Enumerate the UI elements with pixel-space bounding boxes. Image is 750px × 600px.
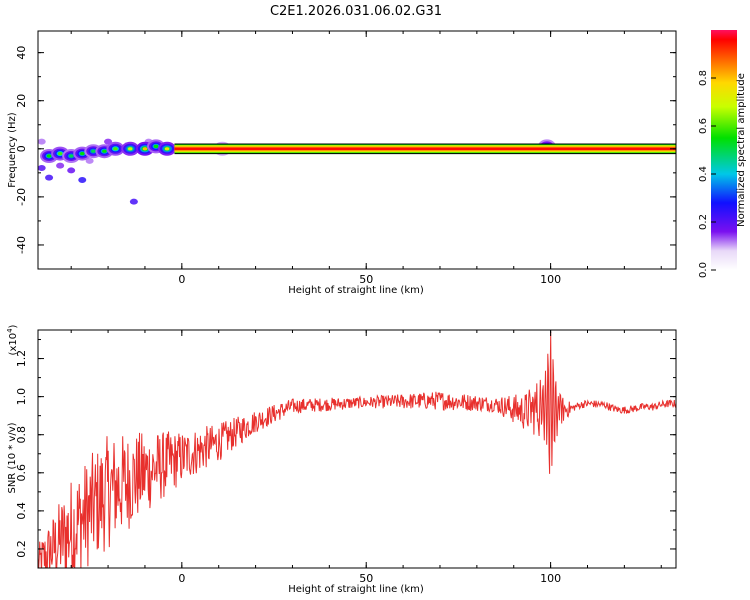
snr-y-exponent: (x104) (6, 324, 19, 355)
spectral-ridge-band (174, 147, 676, 151)
y-tick-label: 20 (15, 94, 28, 108)
spectral-blob (142, 147, 148, 151)
y-tick-label: 0.8 (15, 426, 28, 444)
snr-y-exponent-base: (x10 (8, 333, 19, 356)
spectral-noise-patch (45, 174, 54, 181)
spectral-blob (57, 152, 63, 156)
spectrogram-ylabel: Frequency (Hz) (7, 112, 18, 188)
x-tick-label: 0 (178, 273, 185, 286)
colorbar-tick-label: 0.6 (698, 118, 709, 134)
snr-ticks: 0 50 100 0.2 0.4 0.6 0.8 1.0 1.2 (15, 330, 676, 585)
spectral-blob (68, 154, 74, 158)
y-tick-label: 0 (15, 145, 28, 152)
spectrogram-panel: 0 50 100 40 20 0 -20 -40 Height of straight lin… (7, 30, 677, 296)
x-tick-label: 50 (359, 572, 373, 585)
colorbar-gradient (711, 30, 737, 270)
snr-ylabel: SNR (10 * v/v) (7, 422, 18, 493)
spectral-blob (46, 154, 52, 158)
spectrogram-plot-area (38, 138, 676, 205)
spectral-noise-patch (56, 162, 65, 169)
colorbar-tick-label: 0.0 (698, 262, 709, 278)
spectral-blob (153, 144, 159, 148)
x-tick-label: 0 (178, 572, 185, 585)
colorbar-label: Normalized spectral amplitude (736, 73, 747, 227)
spectral-noise-patch (38, 138, 46, 145)
snr-frame (37, 329, 677, 569)
y-tick-label: 40 (15, 46, 28, 60)
spectrogram-xlabel: Height of straight line (km) (288, 285, 424, 296)
snr-xlabel: Height of straight line (km) (288, 584, 424, 595)
spectrogram-frame (37, 30, 677, 270)
snr-panel: 0 50 100 0.2 0.4 0.6 0.8 1.0 1.2 Height of strai… (6, 324, 677, 595)
colorbar-tick-label: 0.4 (698, 166, 709, 182)
y-tick-label: 1.2 (15, 350, 28, 368)
snr-y-exponent-power: 4 (6, 328, 14, 333)
chart-title: C2E1.2026.031.06.02.G31 (270, 4, 442, 19)
snr-line (38, 331, 676, 568)
x-tick-label: 50 (359, 273, 373, 286)
y-tick-label: 0.4 (15, 502, 28, 520)
spectral-blob (102, 149, 107, 153)
snr-y-exponent-close: ) (8, 324, 19, 328)
spectral-blob (91, 149, 96, 153)
spectral-blob (80, 152, 85, 156)
spectrogram-ticks: 0 50 100 40 20 0 -20 -40 (15, 31, 676, 286)
spectral-blob (164, 147, 170, 151)
y-tick-label: 0.2 (15, 540, 28, 558)
colorbar-ticks: 0.0 0.2 0.4 0.6 0.8 (698, 70, 716, 278)
x-tick-label: 100 (540, 572, 561, 585)
spectral-blob (127, 147, 133, 151)
spectral-noise-patch (67, 167, 76, 174)
spectral-noise-patch (78, 177, 87, 184)
colorbar-tick-label: 0.2 (698, 214, 709, 230)
y-tick-label: -20 (15, 188, 28, 206)
y-tick-label: 0.6 (15, 464, 28, 482)
colorbar: 0.0 0.2 0.4 0.6 0.8 Normalized spectral ampl… (698, 30, 747, 278)
y-tick-label: 1.0 (15, 388, 28, 406)
spectral-noise-patch (104, 138, 113, 145)
x-tick-label: 100 (540, 273, 561, 286)
snr-plot-area (38, 331, 676, 568)
spectral-noise-patch (38, 165, 46, 172)
spectral-blob (113, 147, 118, 151)
spectral-noise-patch (85, 157, 94, 164)
spectral-noise-patch (129, 198, 138, 205)
colorbar-tick-label: 0.8 (698, 70, 709, 86)
y-tick-label: -40 (15, 236, 28, 254)
